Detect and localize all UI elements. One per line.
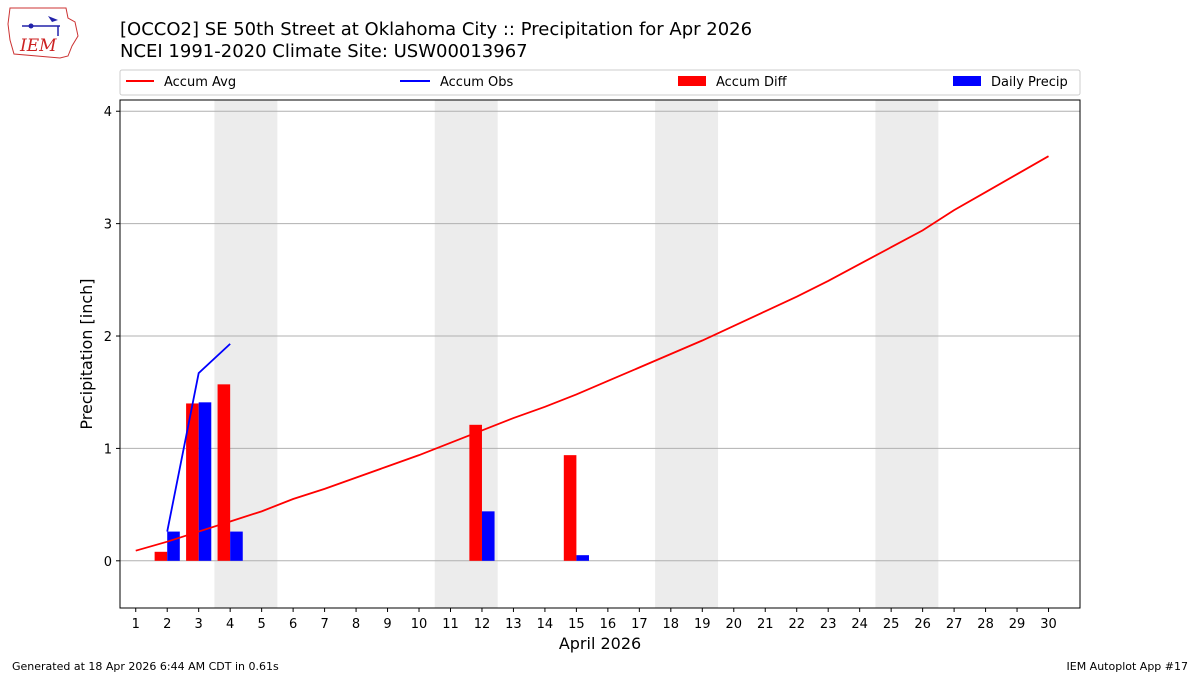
- y-tick-label: 2: [104, 330, 112, 345]
- x-tick-label: 4: [226, 617, 234, 632]
- y-axis-label: Precipitation [inch]: [77, 278, 96, 429]
- x-tick-label: 14: [537, 617, 554, 632]
- series-lines: [135, 155, 1049, 552]
- iem-logo: IEM: [7, 7, 79, 59]
- y-tick-label: 1: [104, 442, 112, 457]
- x-tick-label: 18: [663, 617, 680, 632]
- x-tick-label: 28: [977, 617, 994, 632]
- legend-swatch-accum-diff: [678, 76, 706, 86]
- weekend-band: [875, 100, 939, 608]
- footer-generated: Generated at 18 Apr 2026 6:44 AM CDT in …: [12, 660, 279, 673]
- x-tick-label: 3: [195, 617, 203, 632]
- line-accum-avg: [135, 155, 1049, 552]
- x-tick-label: 6: [289, 617, 297, 632]
- x-tick-label: 12: [474, 617, 491, 632]
- logo-text: IEM: [19, 36, 57, 56]
- weekend-bands: [214, 100, 939, 608]
- bar-daily-precip: [576, 555, 589, 561]
- bar-accum-diff: [469, 424, 482, 561]
- legend-label-accum-obs: Accum Obs: [440, 75, 513, 90]
- x-tick-label: 25: [883, 617, 900, 632]
- x-tick-label: 11: [442, 617, 459, 632]
- bar-accum-diff: [154, 551, 168, 561]
- x-tick-label: 10: [411, 617, 428, 632]
- y-tick-label: 4: [104, 105, 112, 120]
- x-axis-label: April 2026: [559, 634, 641, 653]
- x-tick-label: 1: [132, 617, 140, 632]
- bar-daily-precip: [198, 402, 212, 561]
- weekend-band: [655, 100, 719, 608]
- x-tick-label: 24: [851, 617, 868, 632]
- x-tick-label: 17: [631, 617, 648, 632]
- x-tick-label: 21: [757, 617, 774, 632]
- x-tick-label: 9: [383, 617, 391, 632]
- x-tick-label: 27: [946, 617, 963, 632]
- x-tick-label: 19: [694, 617, 711, 632]
- y-axis: 0 1 2 3 4: [104, 105, 120, 570]
- x-tick-label: 20: [725, 617, 742, 632]
- x-tick-label: 30: [1040, 617, 1057, 632]
- x-tick-label: 2: [163, 617, 171, 632]
- legend: Accum Avg Accum Obs Accum Diff Daily Pre…: [119, 69, 1081, 96]
- legend-label-accum-diff: Accum Diff: [716, 75, 788, 90]
- x-tick-label: 26: [914, 617, 931, 632]
- x-tick-label: 5: [257, 617, 265, 632]
- x-tick-label: 29: [1009, 617, 1026, 632]
- x-tick-label: 7: [320, 617, 328, 632]
- bar-accum-diff: [563, 455, 577, 561]
- x-tick-label: 23: [820, 617, 837, 632]
- y-tick-label: 3: [104, 218, 112, 233]
- gridlines: [120, 110, 1080, 562]
- legend-swatch-daily-precip: [953, 76, 981, 86]
- legend-label-accum-avg: Accum Avg: [164, 75, 236, 90]
- y-tick-label: 0: [104, 555, 112, 570]
- bar-accum-diff: [186, 403, 199, 561]
- x-axis: 1 2 3 4 5 6 7 8 9 10 11 12 13 14 15 16 17 18 19 20 21 22 23 24 2…: [132, 608, 1057, 632]
- chart-title: [OCCO2] SE 50th Street at Oklahoma City …: [120, 19, 752, 40]
- x-tick-label: 16: [600, 617, 617, 632]
- footer-app: IEM Autoplot App #17: [1067, 660, 1189, 673]
- legend-label-daily-precip: Daily Precip: [991, 75, 1068, 90]
- x-tick-label: 13: [505, 617, 522, 632]
- line-accum-obs: [166, 343, 231, 532]
- chart-subtitle: NCEI 1991-2020 Climate Site: USW00013967: [120, 41, 528, 62]
- bar-daily-precip: [167, 531, 180, 561]
- bar-accum-diff: [217, 384, 231, 561]
- x-tick-label: 8: [352, 617, 360, 632]
- plot-frame: [119, 99, 1081, 609]
- x-tick-label: 22: [788, 617, 805, 632]
- bar-daily-precip: [230, 531, 243, 561]
- bar-daily-precip: [481, 511, 495, 561]
- x-tick-label: 15: [568, 617, 585, 632]
